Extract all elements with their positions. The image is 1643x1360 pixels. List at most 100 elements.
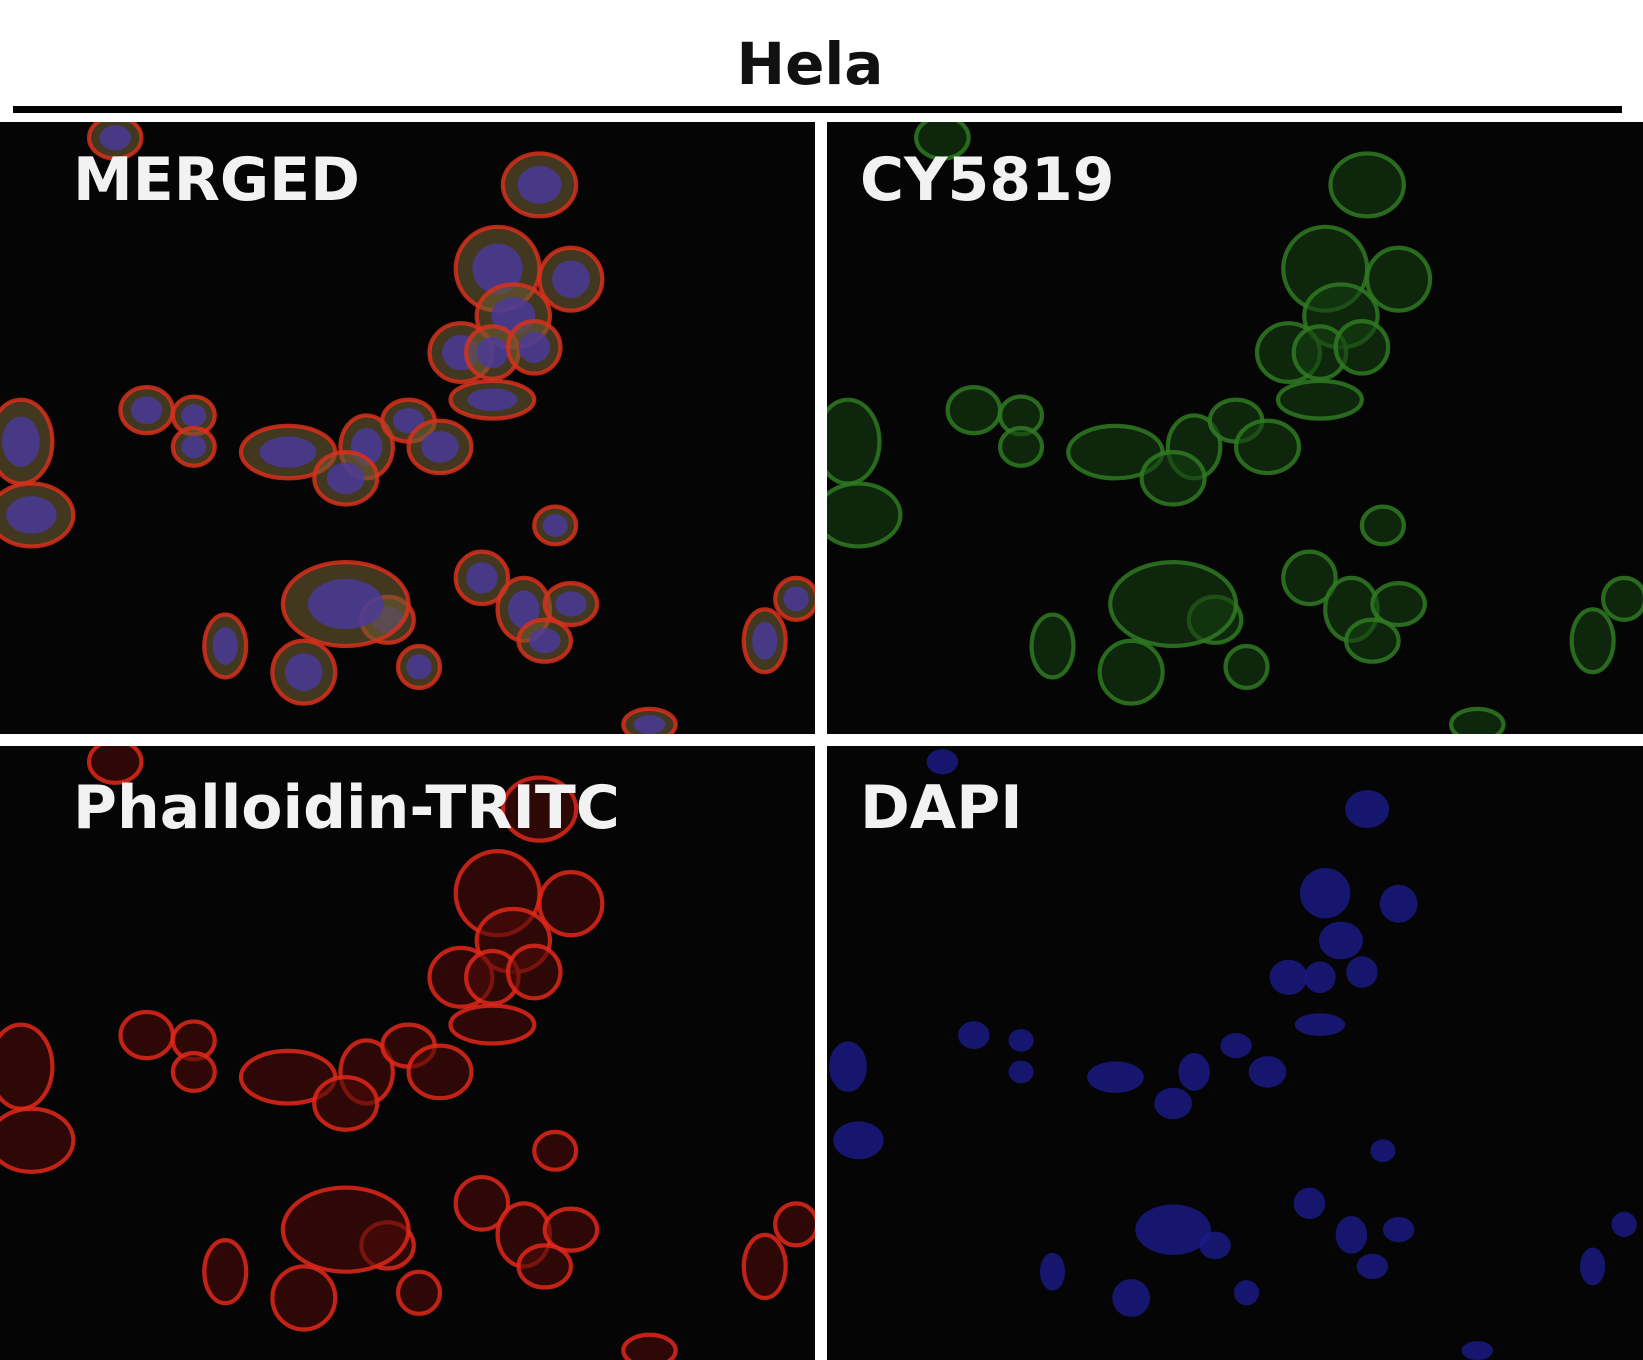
cell [1039, 1252, 1066, 1291]
cell [532, 504, 579, 547]
cell [170, 1050, 217, 1093]
cell [0, 1022, 55, 1111]
cell [1293, 1187, 1326, 1220]
cell [453, 1174, 511, 1232]
panel-dapi [827, 746, 1643, 1360]
cell [86, 746, 144, 785]
cell [1248, 1056, 1287, 1088]
cell [1269, 959, 1308, 995]
cell [542, 581, 600, 628]
cell [1569, 607, 1616, 675]
cell [500, 151, 579, 219]
cell [1275, 378, 1365, 421]
cell [1135, 1204, 1211, 1255]
cell [280, 1185, 411, 1274]
cell [1370, 581, 1427, 628]
cell [312, 1075, 380, 1132]
cell [464, 324, 521, 381]
cell [1580, 1247, 1606, 1286]
cell [395, 643, 443, 690]
cell [532, 1129, 579, 1172]
cell [1281, 549, 1338, 607]
cell [118, 1009, 175, 1061]
cell [914, 122, 971, 161]
cell [1154, 1087, 1192, 1120]
cell [1461, 1341, 1494, 1360]
cell [500, 775, 579, 843]
cell [1382, 1217, 1415, 1243]
cell [1233, 418, 1302, 476]
cell [1097, 638, 1165, 706]
cell [505, 319, 563, 376]
cell [1220, 1033, 1252, 1059]
cell [827, 397, 882, 486]
cell [1008, 1029, 1034, 1052]
cell [1294, 1013, 1346, 1036]
cell [1344, 617, 1401, 664]
merged-micrograph [0, 122, 815, 734]
phalloidin-micrograph [0, 746, 815, 1360]
label-dapi: DAPI [860, 773, 1023, 843]
cell [280, 560, 411, 649]
cell [1379, 884, 1418, 923]
cell [516, 1243, 574, 1290]
cell [537, 870, 605, 938]
cell [86, 122, 144, 161]
cell [202, 1238, 249, 1306]
cell [1356, 1253, 1389, 1280]
panel-cy5819 [827, 122, 1643, 734]
cell [395, 1269, 443, 1316]
cell [516, 617, 574, 664]
cell [1448, 706, 1506, 734]
cell [312, 450, 380, 507]
cell [621, 1332, 678, 1360]
cell [958, 1021, 990, 1050]
cell [1139, 450, 1207, 507]
cell [0, 397, 55, 486]
cell [1370, 1139, 1396, 1163]
cell [1333, 319, 1391, 376]
cell [448, 378, 537, 421]
cell [621, 706, 678, 734]
cell [741, 1232, 788, 1301]
panel-merged [0, 122, 815, 734]
cell [537, 245, 605, 313]
cell [1365, 245, 1433, 313]
label-phalloidin: Phalloidin-TRITC [73, 773, 620, 843]
cell [1335, 1215, 1368, 1254]
cell [1611, 1211, 1637, 1237]
cell [170, 425, 217, 468]
cell [1328, 151, 1406, 219]
cell [505, 943, 563, 1001]
cell [833, 1121, 884, 1160]
cell [1108, 560, 1239, 649]
cell [945, 385, 1003, 436]
panel-phalloidin [0, 746, 815, 1360]
cy5819-micrograph [827, 122, 1643, 734]
cell [1304, 961, 1336, 994]
cell [170, 394, 217, 437]
cell [118, 385, 175, 436]
figure-title: Hela [736, 30, 884, 98]
cell [1008, 1060, 1034, 1084]
cell [741, 607, 788, 675]
label-merged: MERGED [73, 145, 360, 215]
cell [1300, 867, 1351, 919]
cell [1087, 1061, 1144, 1093]
cell [406, 418, 474, 476]
cell [926, 749, 959, 775]
cell [829, 1041, 867, 1092]
cell [542, 1206, 600, 1253]
cell [1345, 790, 1390, 829]
cell [1318, 921, 1363, 960]
cell [1359, 504, 1406, 547]
cell [453, 549, 511, 607]
cell [1029, 612, 1076, 680]
cell [1346, 956, 1378, 988]
cell [1601, 575, 1643, 622]
cell [202, 612, 249, 680]
cell [448, 1003, 537, 1046]
title-underline [13, 106, 1622, 113]
cell [406, 1043, 474, 1101]
cell [773, 1201, 815, 1248]
